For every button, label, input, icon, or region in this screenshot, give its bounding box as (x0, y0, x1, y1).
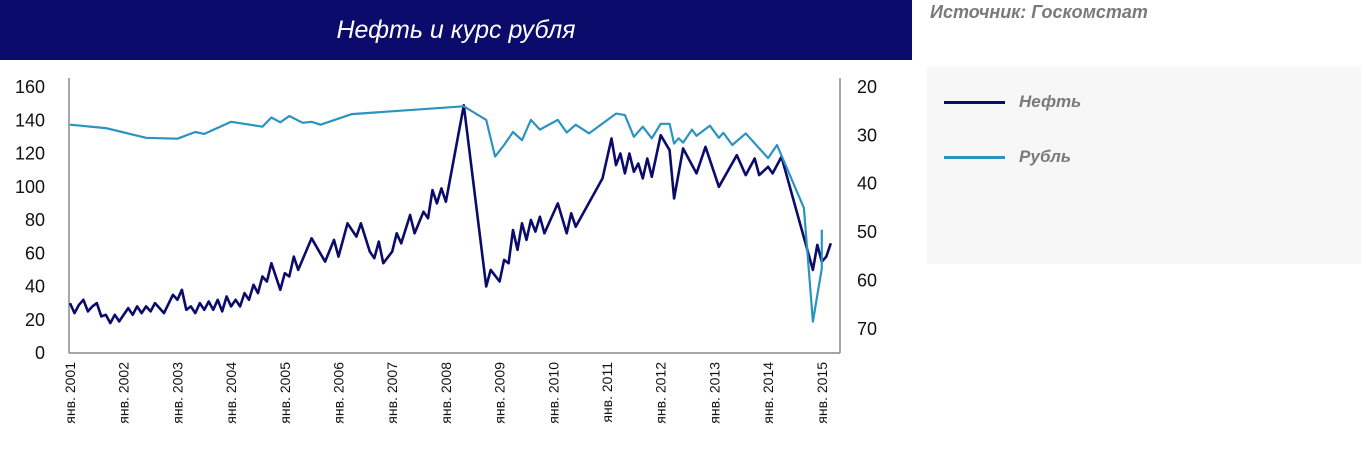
legend-label-ruble: Рубль (1019, 147, 1071, 166)
x-tick-label: янв. 2009 (492, 362, 508, 424)
y-right-tick-label: 20 (857, 77, 877, 97)
legend: Нефть Рубль (927, 66, 1361, 264)
y-left-tick-label: 80 (25, 210, 45, 230)
y-left-tick-label: 20 (25, 310, 45, 330)
y-right-tick-label: 70 (857, 319, 877, 339)
oil-series-line (68, 104, 833, 325)
y-left-tick-label: 40 (25, 277, 45, 297)
x-tick-label: янв. 2011 (599, 362, 615, 423)
y-left-tick-label: 120 (15, 144, 45, 164)
x-tick-label: янв. 2012 (653, 362, 669, 424)
legend-swatch-oil (944, 100, 1005, 104)
x-tick-label: янв. 2006 (331, 362, 347, 424)
y-left-tick-label: 160 (15, 77, 45, 97)
y-left-tick-label: 60 (25, 243, 45, 263)
legend-label-oil: Нефть (1019, 92, 1082, 111)
y-left-tick-label: 140 (15, 110, 45, 130)
y-right-tick-label: 50 (857, 222, 877, 242)
y-left-tick-label: 0 (35, 343, 45, 363)
source-note: Источник: Госкомстат (930, 2, 1148, 22)
x-tick-label: янв. 2003 (169, 362, 185, 424)
chart-title: Нефть и курс рубля (0, 0, 912, 60)
x-tick-label: янв. 2013 (706, 362, 722, 424)
x-tick-label: янв. 2007 (384, 362, 400, 424)
line-chart: 0 20 40 60 80 100 120 140 160 20 30 40 50 60 70 янв. 20… (15, 77, 877, 424)
legend-item-ruble: Рубль (944, 147, 1071, 167)
x-tick-label: янв. 2008 (438, 362, 454, 424)
x-tick-label: янв. 2010 (545, 362, 561, 424)
legend-item-oil: Нефть (944, 92, 1081, 112)
legend-swatch-ruble (944, 155, 1005, 159)
x-tick-label: янв. 2002 (116, 362, 132, 424)
x-tick-label: янв. 2005 (277, 362, 293, 424)
ruble-series-line (69, 105, 823, 323)
y-right-tick-label: 40 (857, 174, 877, 194)
x-tick-label: янв. 2004 (223, 362, 239, 424)
x-tick-label: янв. 2001 (62, 362, 78, 424)
y-left-tick-label: 100 (15, 177, 45, 197)
y-right-tick-label: 30 (857, 125, 877, 145)
x-tick-label: янв. 2015 (814, 362, 830, 424)
x-tick-label: янв. 2014 (760, 362, 776, 424)
y-right-tick-label: 60 (857, 270, 877, 290)
